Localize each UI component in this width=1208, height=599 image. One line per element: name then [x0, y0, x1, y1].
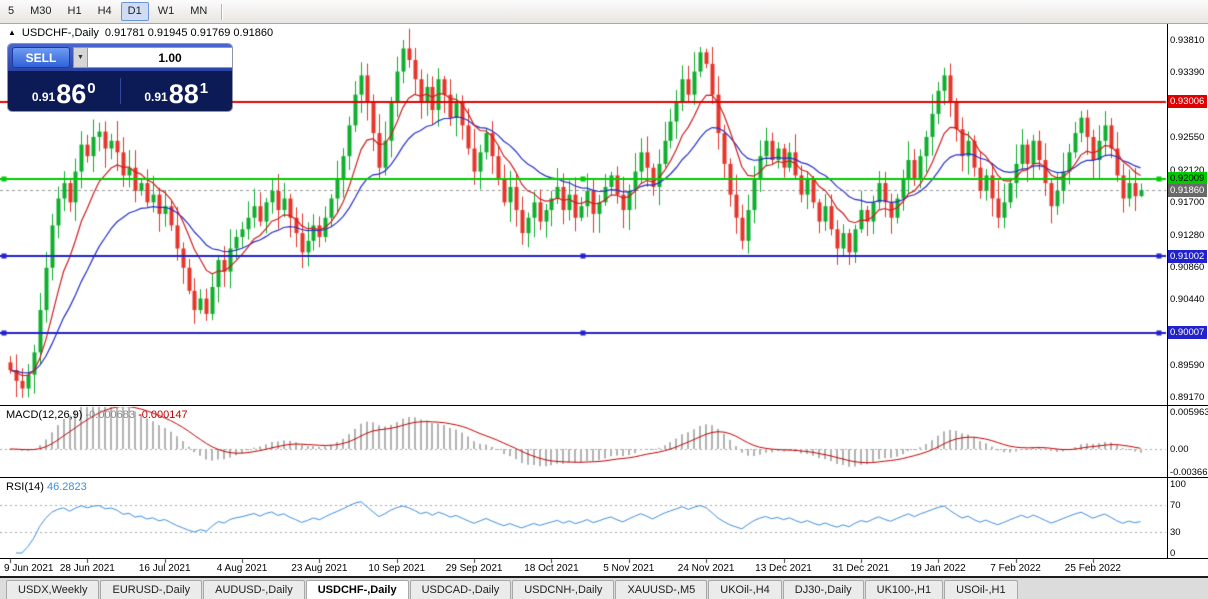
macd-tick-label: -0.00366: [1170, 466, 1208, 478]
tab-audusd-daily[interactable]: AUDUSD-,Daily: [203, 580, 305, 599]
price-tick-label: 0.93390: [1170, 67, 1205, 79]
time-label: 24 Nov 2021: [677, 563, 735, 574]
buy-price-pips: 88: [168, 79, 199, 110]
price-tick-label: 0.93810: [1170, 35, 1205, 46]
time-label: 4 Aug 2021: [216, 563, 268, 574]
macd-name: MACD(12,26,9): [6, 409, 83, 421]
macd-tick-label: 0.00: [1170, 444, 1189, 455]
time-label: 13 Dec 2021: [755, 563, 812, 574]
tab-usdcnh-daily[interactable]: USDCNH-,Daily: [512, 580, 615, 599]
price-level-badge-0.92009: 0.92009: [1168, 172, 1207, 186]
price-tick-label: 0.90440: [1170, 294, 1205, 306]
sell-price-point: 0: [87, 80, 96, 97]
price-axis-border: [1167, 23, 1168, 559]
one-click-prices-row: 0.91 86 0 0.91 88 1: [8, 71, 232, 111]
rsi-value: 46.2823: [46, 481, 87, 493]
time-label: 9 Jun 2021: [4, 563, 54, 574]
one-click-collapse-icon[interactable]: ▲: [8, 28, 16, 37]
time-label: 10 Sep 2021: [368, 563, 426, 574]
macd-panel-separator[interactable]: [0, 405, 1208, 406]
price-level-badge-0.91860: 0.91860: [1168, 183, 1207, 197]
price-tick-label: 0.89170: [1170, 392, 1205, 403]
buy-price-base: 0.91: [144, 90, 168, 104]
macd-tick-label: 0.005963: [1170, 406, 1208, 418]
macd-signal-value: -0.000147: [138, 409, 188, 421]
chart-tabs-bar: USDX,Weekly EURUSD-,Daily AUDUSD-,Daily USD…: [0, 578, 1208, 599]
price-level-badge-0.91002: 0.91002: [1168, 249, 1207, 263]
period-button-w1[interactable]: W1: [157, 5, 175, 17]
one-click-controls-row: SELL ▼ BUY: [8, 44, 232, 71]
rsi-tick-label: 100: [1170, 479, 1186, 490]
sell-price-pips: 86: [56, 79, 87, 110]
price-tick-label: 0.89590: [1170, 359, 1205, 371]
volume-input[interactable]: [88, 47, 232, 68]
time-label: 23 Aug 2021: [291, 563, 348, 574]
buy-price[interactable]: 0.91 88 1: [121, 71, 233, 111]
rsi-indicator-label: RSI(14) 46.2823: [6, 481, 87, 493]
one-click-trading-panel: SELL ▼ BUY 0.91 86 0 0.91 88 1: [8, 44, 232, 111]
time-label: 5 Nov 2021: [603, 563, 655, 574]
price-tick-label: 0.91280: [1170, 229, 1205, 241]
tab-dj30-daily[interactable]: DJ30-,Daily: [782, 580, 864, 599]
sell-price[interactable]: 0.91 86 0: [8, 71, 120, 111]
tab-usdchf-daily[interactable]: USDCHF-,Daily: [305, 580, 409, 599]
tab-usdx-weekly[interactable]: USDX,Weekly: [6, 580, 100, 599]
price-level-badge-0.93006: 0.93006: [1168, 95, 1207, 109]
time-label: 19 Jan 2022: [910, 563, 966, 574]
tab-uk100-h1[interactable]: UK100-,H1: [864, 580, 944, 599]
price-tick-label: 0.90860: [1170, 261, 1205, 273]
time-axis-separator: [0, 558, 1208, 559]
price-level-badge-0.90007: 0.90007: [1168, 326, 1207, 340]
tab-eurusd-daily[interactable]: EURUSD-,Daily: [100, 580, 203, 599]
time-label: 28 Jun 2021: [59, 563, 115, 574]
period-button-mn[interactable]: MN: [190, 5, 208, 17]
period-button-5[interactable]: 5: [8, 5, 15, 17]
rsi-tick-label: 0: [1170, 548, 1176, 559]
time-label: 7 Feb 2022: [990, 563, 1041, 574]
rsi-name: RSI(14): [6, 481, 44, 493]
timeframes-toolbar: 5 M30 H1 H4 D1 W1 MN: [0, 0, 1208, 24]
window-splitter: [0, 576, 1208, 578]
volume-dropdown-icon[interactable]: ▼: [73, 47, 88, 68]
time-label: 31 Dec 2021: [832, 563, 890, 574]
macd-main-value: -0.000683: [85, 409, 136, 421]
toolbar-separator: [221, 3, 223, 20]
period-button-d1[interactable]: D1: [120, 2, 149, 21]
macd-indicator-label: MACD(12,26,9) -0.000683 -0.000147: [6, 409, 188, 421]
period-button-m30[interactable]: M30: [30, 5, 52, 17]
tab-ukoil-h4[interactable]: UKOil-,H4: [708, 580, 782, 599]
time-label: 18 Oct 2021: [524, 563, 579, 574]
time-label: 29 Sep 2021: [445, 563, 503, 574]
chart-ohlc-values: 0.91781 0.91945 0.91769 0.91860: [104, 27, 274, 39]
time-label: 25 Feb 2022: [1064, 563, 1121, 574]
period-button-h1[interactable]: H1: [67, 5, 82, 17]
tab-usoil-h1[interactable]: USOil-,H1: [944, 580, 1018, 599]
rsi-tick-label: 70: [1170, 499, 1181, 511]
rsi-panel-separator[interactable]: [0, 477, 1208, 478]
price-tick-label: 0.92550: [1170, 131, 1205, 143]
chart-title: ▲ USDCHF-,Daily 0.91781 0.91945 0.91769 …: [8, 27, 273, 39]
buy-price-point: 1: [199, 80, 209, 97]
chart-symbol-period: USDCHF-,Daily: [21, 27, 99, 39]
tab-xauusd-m5[interactable]: XAUUSD-,M5: [615, 580, 708, 599]
price-tick-label: 0.91700: [1170, 197, 1205, 209]
period-button-h4[interactable]: H4: [97, 5, 112, 17]
price-divider: [119, 78, 121, 104]
volume-field: ▼: [73, 47, 232, 68]
price-tick-label: 0.92120: [1170, 165, 1205, 177]
sell-button[interactable]: SELL: [12, 47, 70, 68]
time-label: 16 Jul 2021: [138, 563, 191, 574]
tab-usdcad-daily[interactable]: USDCAD-,Daily: [409, 580, 512, 599]
rsi-tick-label: 30: [1170, 527, 1181, 539]
sell-price-base: 0.91: [31, 90, 56, 104]
